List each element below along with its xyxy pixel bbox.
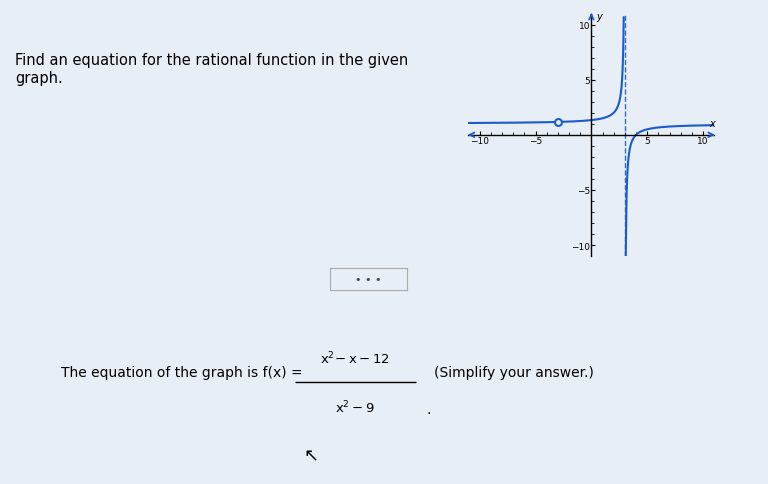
Text: $\mathrm{x}^2\!-\mathrm{x}-12$: $\mathrm{x}^2\!-\mathrm{x}-12$ [320,349,390,366]
Text: ↖: ↖ [303,447,319,465]
Text: $\mathrm{x}^2-9$: $\mathrm{x}^2-9$ [335,398,376,415]
Text: Find an equation for the rational function in the given
graph.: Find an equation for the rational functi… [15,53,409,86]
Text: • • •: • • • [356,274,382,285]
Text: y: y [596,12,601,22]
Text: x: x [709,119,715,129]
Text: .: . [426,402,431,416]
Text: (Simplify your answer.): (Simplify your answer.) [434,366,594,379]
Text: The equation of the graph is f(x) =: The equation of the graph is f(x) = [61,366,307,379]
